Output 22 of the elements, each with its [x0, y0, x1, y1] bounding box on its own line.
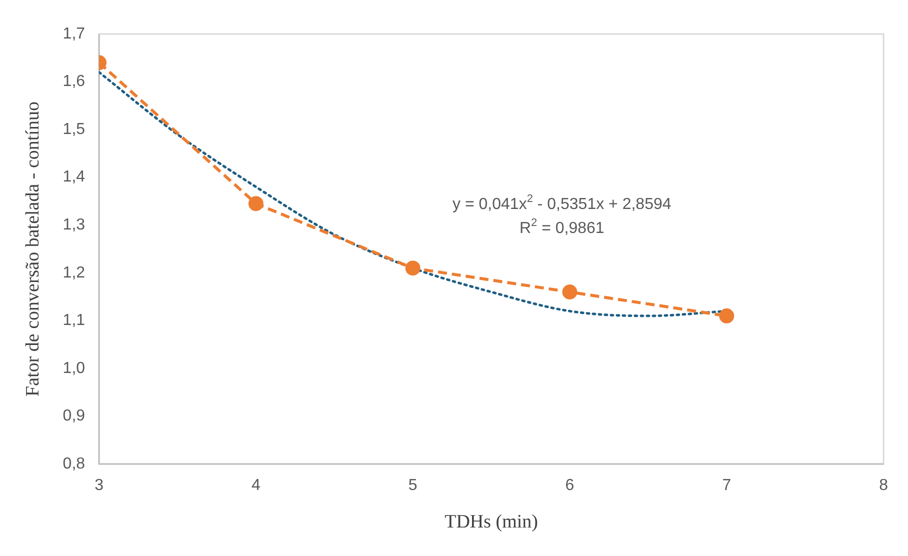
- y-tick-label: 1,0: [62, 360, 86, 377]
- y-tick-label: 1,5: [62, 120, 86, 138]
- x-tick-label: 7: [722, 477, 732, 494]
- x-tick-label: 3: [94, 477, 104, 494]
- point: [248, 196, 264, 212]
- y-axis-title: Fator de conversão batelada - contínuo: [22, 102, 44, 396]
- y-tick-label: 1,3: [62, 216, 86, 234]
- y-tick-label: 1,4: [62, 168, 86, 186]
- y-tick-label: 0,8: [62, 455, 86, 472]
- y-tick-label: 0,9: [62, 408, 86, 425]
- x-tick-label: 6: [565, 477, 574, 494]
- x-tick-label: 4: [251, 477, 260, 494]
- point: [719, 308, 734, 324]
- y-tick-label: 1,7: [62, 25, 86, 42]
- x-axis-title: TDHs (min): [444, 512, 538, 533]
- point: [405, 260, 420, 276]
- y-tick-label: 1,1: [62, 312, 86, 330]
- y-tick-label: 1,6: [62, 73, 86, 90]
- point: [562, 284, 578, 300]
- x-tick-label: 8: [879, 477, 888, 494]
- x-tick-label: 5: [408, 477, 418, 494]
- y-tick-label: 1,2: [62, 264, 86, 282]
